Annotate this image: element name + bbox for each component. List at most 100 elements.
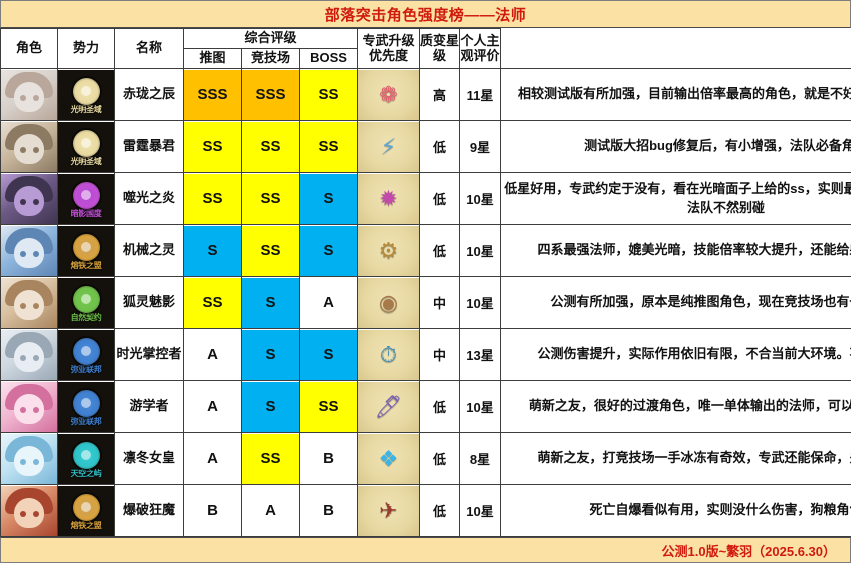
star-level-value: 10星	[459, 172, 501, 225]
mech-core-weapon-icon: ⚙	[358, 225, 419, 276]
avatar-head	[14, 185, 44, 216]
rating-pve-value: SS	[184, 173, 241, 224]
rating-pve-value: B	[184, 485, 241, 536]
avatar-eye-left	[20, 354, 26, 361]
weapon-glyph: ❖	[378, 445, 399, 471]
star-level-value: 8星	[459, 432, 501, 485]
avatar	[1, 381, 57, 432]
faction-name: 弥亚联邦	[70, 364, 102, 374]
page-title: 部落突击角色强度榜——法师	[324, 6, 527, 24]
subjective-comment: 四系最强法师，媲美光暗，技能倍率较大提升，还能给射手加攻速	[500, 224, 851, 277]
rating-boss-value: B	[300, 485, 357, 536]
weapon-glyph: ✈	[379, 497, 398, 523]
weapon-glyph: ✹	[379, 185, 398, 211]
avatar-eye-left	[20, 94, 26, 101]
character-name: 时光掌控者	[114, 328, 184, 381]
column-header-overall-rating: 综合评级	[183, 28, 358, 49]
faction-cell: 自然契约	[57, 276, 115, 329]
version-credit: 公测1.0版~繁羽（2025.6.30）	[661, 543, 837, 559]
star-level-value: 10星	[459, 380, 501, 433]
rating-pve-cell: B	[183, 484, 242, 537]
rating-arena-value: S	[242, 381, 299, 432]
dreamcatcher-weapon-icon: ◉	[358, 277, 419, 328]
rating-boss-value: S	[300, 329, 357, 380]
rating-arena-cell: SS	[241, 224, 300, 277]
rating-arena-cell: S	[241, 328, 300, 381]
table-body: 光明圣域 赤珑之辰 SSS SSS SS ❁ 高 11星 相较测试版有所加强，目前输出倍率最高的…	[0, 68, 851, 537]
rating-pve-cell: A	[183, 328, 242, 381]
weapon-glyph: ⚙	[378, 237, 399, 263]
table-row: 熔铁之盟 机械之灵 S SS S ⚙ 低 10星 四系最强法师，媲美光暗，技能倍率较大提升，还能…	[0, 224, 851, 277]
rating-boss-cell: S	[299, 224, 358, 277]
character-name: 噬光之炎	[114, 172, 184, 225]
character-name: 雷霆暴君	[114, 120, 184, 173]
table-row: 光明圣域 赤珑之辰 SSS SSS SS ❁ 高 11星 相较测试版有所加强，目前输出倍率最高的…	[0, 68, 851, 121]
star-level-value: 10星	[459, 484, 501, 537]
signature-weapon-cell: ⏱	[357, 328, 420, 381]
rating-arena-cell: S	[241, 276, 300, 329]
rating-arena-value: SSS	[242, 69, 299, 120]
signature-weapon-cell: 🖊	[357, 380, 420, 433]
rating-pve-cell: SSS	[183, 68, 242, 121]
faction-badge: 弥亚联邦	[58, 329, 114, 380]
rating-boss-cell: B	[299, 484, 358, 537]
weapon-priority-value: 低	[419, 120, 460, 173]
star-level-value: 11星	[459, 68, 501, 121]
faction-emblem-icon	[72, 441, 100, 469]
faction-emblem-icon	[72, 77, 100, 105]
rating-pve-cell: A	[183, 380, 242, 433]
avatar-eye-right	[33, 458, 39, 465]
faction-cell: 光明圣域	[57, 120, 115, 173]
rating-boss-cell: SS	[299, 68, 358, 121]
avatar-eye-right	[33, 146, 39, 153]
avatar	[1, 277, 57, 328]
faction-name: 熔铁之盟	[70, 520, 102, 530]
avatar-eye-right	[33, 198, 39, 205]
weapon-glyph: ❁	[379, 81, 398, 107]
subjective-comment: 死亡自爆看似有用，实则没什么伤害，狗粮角色	[500, 484, 851, 537]
weapon-priority-value: 低	[419, 432, 460, 485]
subjective-comment: 测试版大招bug修复后，有小增强，法队必备角色	[500, 120, 851, 173]
rating-boss-value: A	[300, 277, 357, 328]
character-portrait-cell	[0, 172, 58, 225]
avatar-eye-right	[33, 302, 39, 309]
rating-pve-value: SS	[184, 121, 241, 172]
rating-arena-cell: SS	[241, 172, 300, 225]
table-row: 弥亚联邦 游学者 A S SS 🖊 低 10星 萌新之友，很好的过渡角色，唯一单体输出的法师，可…	[0, 380, 851, 433]
signature-weapon-cell: ❁	[357, 68, 420, 121]
character-name: 赤珑之辰	[114, 68, 184, 121]
weapon-priority-value: 中	[419, 328, 460, 381]
pocket-watch-weapon-icon: ⏱	[358, 329, 419, 380]
faction-cell: 熔铁之盟	[57, 224, 115, 277]
rating-pve-value: S	[184, 225, 241, 276]
avatar-eye-right	[33, 406, 39, 413]
rating-pve-cell: SS	[183, 276, 242, 329]
rating-arena-value: A	[242, 485, 299, 536]
star-level-value: 10星	[459, 276, 501, 329]
weapon-priority-value: 低	[419, 172, 460, 225]
faction-cell: 天空之屿	[57, 432, 115, 485]
magic-wand-weapon-icon: 🖊	[358, 381, 419, 432]
avatar-eye-left	[20, 302, 26, 309]
character-name: 游学者	[114, 380, 184, 433]
avatar	[1, 121, 57, 172]
subjective-comment: 公测伤害提升，实际作用依旧有限，不合当前大环境。不建议培养	[500, 328, 851, 381]
rating-arena-value: S	[242, 329, 299, 380]
rating-arena-value: SS	[242, 433, 299, 484]
rating-pve-value: A	[184, 381, 241, 432]
table-header: 角色 势力 名称 综合评级 专武升级优先度 质变星级 个人主观评价 推图 竞技场…	[0, 28, 851, 69]
character-name: 爆破狂魔	[114, 484, 184, 537]
rating-pve-value: SSS	[184, 69, 241, 120]
avatar-eye-left	[20, 458, 26, 465]
table-row: 天空之屿 凛冬女皇 A SS B ❖ 低 8星 萌新之友，打竞技场一手冰冻有奇效，专武还能保命，…	[0, 432, 851, 485]
faction-cell: 光明圣域	[57, 68, 115, 121]
page-title-bar: 部落突击角色强度榜——法师	[0, 0, 851, 28]
faction-badge: 熔铁之盟	[58, 485, 114, 536]
rating-boss-value: B	[300, 433, 357, 484]
rating-boss-value: SS	[300, 69, 357, 120]
column-header-arena: 竞技场	[241, 48, 300, 69]
faction-badge: 自然契约	[58, 277, 114, 328]
rating-boss-cell: SS	[299, 120, 358, 173]
ice-crystal-weapon-icon: ❖	[358, 433, 419, 484]
lightning-staff-weapon-icon: ⚡	[358, 121, 419, 172]
